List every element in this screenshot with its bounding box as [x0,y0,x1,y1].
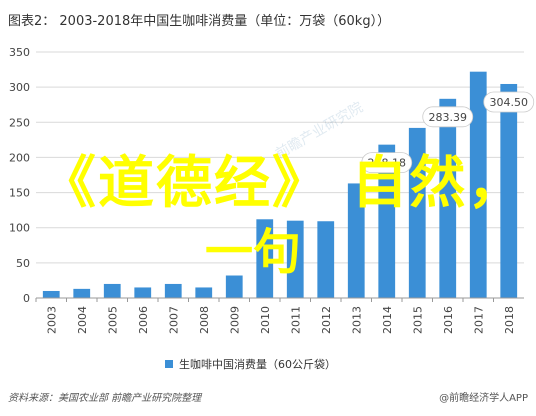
y-tick-label: 50 [16,257,30,270]
bar [378,144,396,298]
bar [256,219,274,298]
legend-swatch [165,360,173,368]
overlay-text-line2: 一句 [205,224,302,280]
legend: 生咖啡中国消费量（60公斤袋） [165,356,336,372]
data-label-box [483,91,535,113]
x-tick-label: 2004 [76,306,89,334]
source-note: 资料来源：美国农业部 前瞻产业研究院整理 [8,393,202,404]
y-tick-label: 0 [23,292,30,305]
axes: 0 50 100 150 200 250 300 350 2003 2004 2005 2006 200… [9,46,524,334]
bar [469,71,487,299]
x-tick-label: 2017 [472,306,485,334]
x-tick-label: 2015 [411,306,424,334]
data-label-text: 218.18 [368,157,407,170]
data-label: 304.50 [483,91,535,113]
x-tick-label: 2007 [167,306,180,334]
x-tick-label: 2013 [350,306,363,334]
y-tick-label: 350 [9,46,30,59]
x-tick-label: 2006 [137,306,150,334]
y-tick-label: 200 [9,151,30,164]
bar [317,221,335,298]
credit-note: @前瞻经济学人APP [439,393,528,404]
y-tick-label: 100 [9,222,30,235]
x-tick-label: 2010 [259,306,272,334]
x-tick-label: 2003 [45,306,58,334]
data-label-box [361,152,413,174]
bar [42,290,60,298]
y-tick-label: 150 [9,187,30,200]
x-tick-label: 2016 [442,306,455,334]
bar [347,183,365,298]
overlay-text-line1: 《道德经》 自然， [40,150,526,216]
data-label-text: 304.50 [490,96,529,109]
x-tick-label: 2009 [228,306,241,334]
data-label: 218.18 [361,152,413,174]
bar [225,275,243,298]
bar [73,288,91,298]
bar [500,83,518,298]
data-labels: 218.18 283.39 304.50 [361,91,535,174]
bar [195,287,213,298]
x-tick-label: 2008 [198,306,211,334]
chart-title: 图表2： 2003-2018年中国生咖啡消费量（单位：万袋（60kg）） [8,14,391,29]
y-tick-label: 250 [9,116,30,129]
y-tick-label: 300 [9,81,30,94]
x-tick-label: 2011 [289,306,302,334]
bar [164,283,182,298]
bar [103,283,121,298]
data-label: 283.39 [422,106,474,128]
x-tick-label: 2012 [320,306,333,334]
x-tick-label: 2014 [381,306,394,334]
legend-label: 生咖啡中国消费量（60公斤袋） [179,358,336,371]
data-label-text: 283.39 [429,111,468,124]
bar [439,98,457,298]
bars [42,71,518,299]
x-tick-label: 2005 [106,306,119,334]
bar [286,220,304,298]
bar [134,287,152,298]
x-tick-label: 2018 [503,306,516,334]
data-label-box [422,106,474,128]
bar [408,127,426,298]
